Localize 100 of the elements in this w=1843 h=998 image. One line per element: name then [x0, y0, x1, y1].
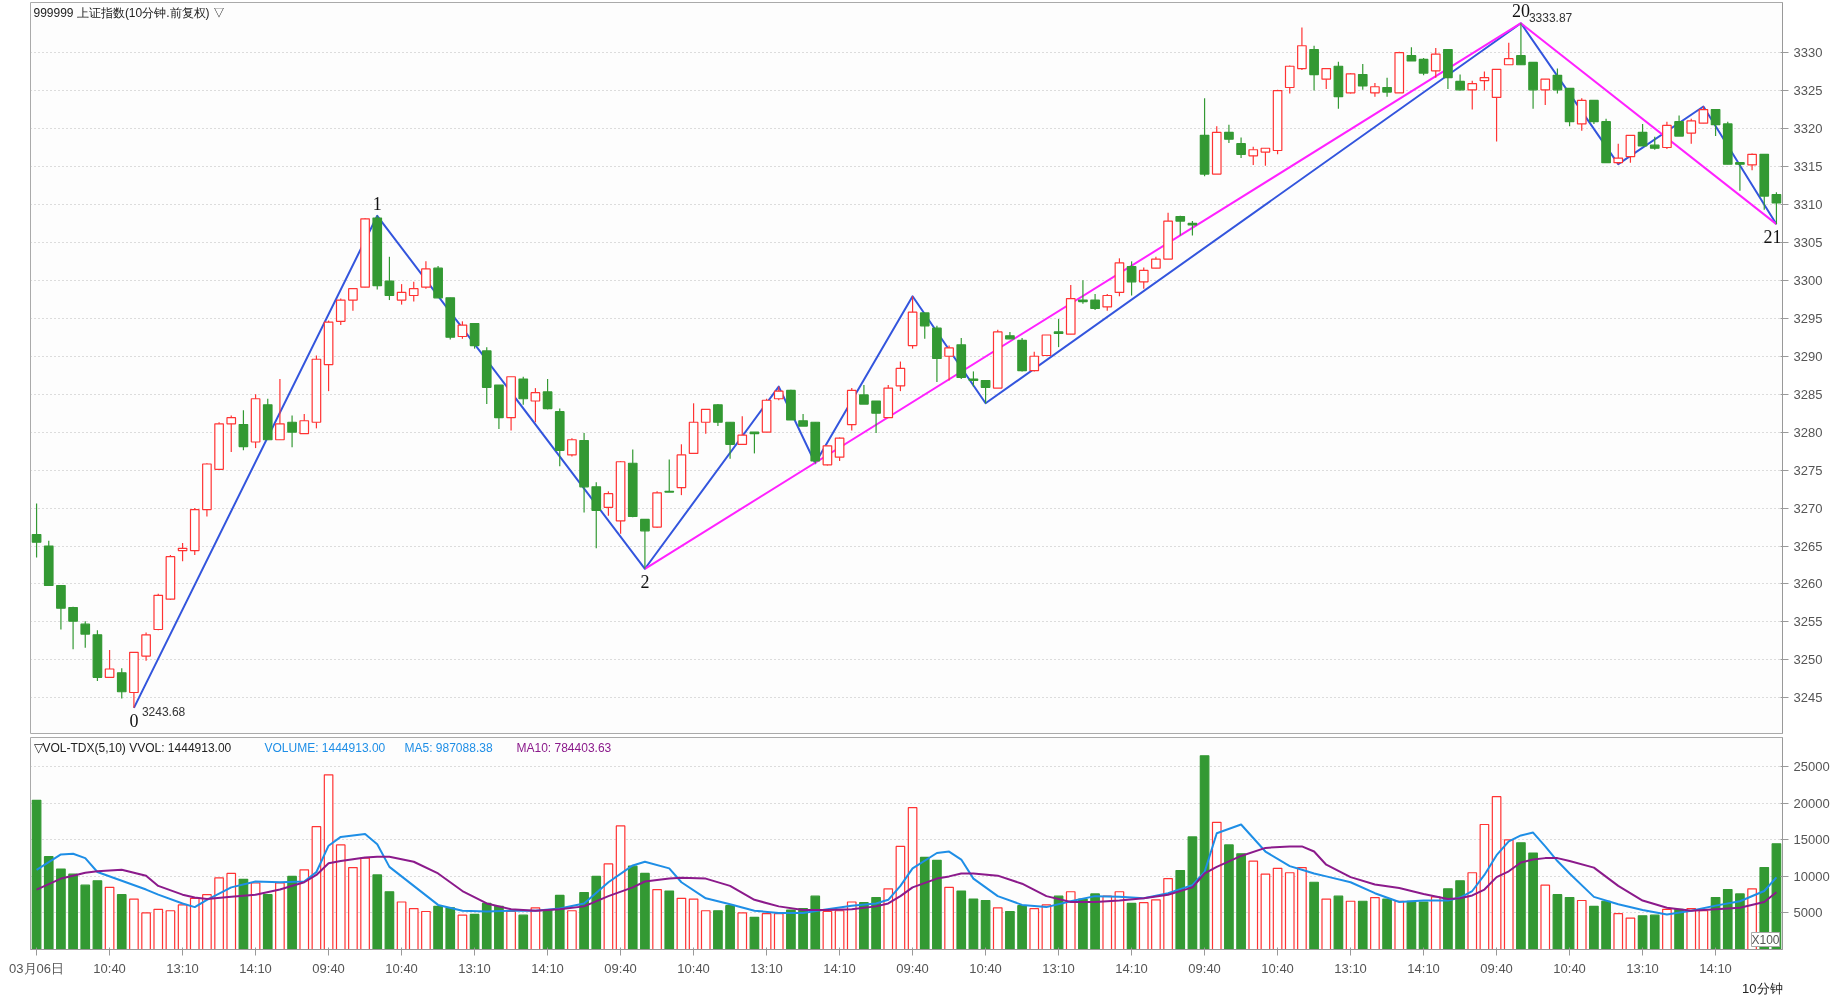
bar: [445, 907, 456, 950]
candlestick: [919, 312, 930, 340]
bar: [883, 888, 894, 950]
bar: [348, 867, 358, 950]
bar: [1248, 860, 1259, 950]
bar: [1163, 877, 1173, 950]
bar: [1090, 893, 1100, 950]
bar: [1357, 900, 1368, 950]
candlestick: [822, 445, 833, 467]
candlestick: [895, 360, 906, 392]
bar: [1686, 907, 1697, 950]
candlestick: [859, 384, 869, 405]
bar: [189, 897, 200, 950]
candlestick: [664, 458, 675, 493]
bar: [579, 891, 589, 950]
x-tick-label: 09:40: [312, 960, 345, 976]
bar: [1126, 902, 1137, 950]
candlestick: [1382, 77, 1392, 98]
annotation: 21: [1763, 227, 1782, 248]
bar: [287, 875, 297, 950]
bar: [299, 869, 310, 950]
bar: [944, 886, 954, 950]
bar: [822, 910, 833, 950]
bar: [1224, 844, 1234, 950]
bar: [1211, 821, 1222, 950]
bar: [786, 909, 796, 950]
annotation: 1: [372, 193, 382, 214]
bar: [1503, 839, 1514, 950]
candlestick: [834, 436, 845, 462]
annotation: 0: [129, 710, 139, 731]
bar: [384, 891, 395, 950]
bar: [1576, 899, 1587, 950]
y-tick-label: 3255: [1793, 614, 1823, 630]
x-tick-label: 14:10: [823, 960, 856, 976]
y-tick-label: 3275: [1793, 462, 1823, 478]
candlestick: [1540, 78, 1551, 106]
bar: [1138, 902, 1149, 950]
bar: [980, 899, 991, 950]
x-tick-label: 10:40: [93, 960, 126, 976]
bar: [1029, 907, 1040, 950]
bar: [640, 872, 650, 950]
candlestick: [1248, 146, 1259, 166]
x-tick-label: 13:10: [1334, 960, 1367, 976]
candlestick: [1589, 99, 1599, 125]
bar: [664, 890, 675, 950]
candlestick: [469, 322, 480, 350]
candlestick: [226, 414, 237, 453]
candlestick: [1710, 108, 1721, 137]
candlestick: [749, 431, 760, 454]
y-tick-label: 3325: [1793, 83, 1823, 99]
candlestick: [1284, 64, 1295, 95]
bar: [1625, 917, 1636, 950]
bar: [226, 872, 237, 950]
x-tick-label: 09:40: [896, 960, 929, 976]
text: 10分钟: [1742, 980, 1783, 996]
bar: [1601, 900, 1611, 950]
bar: [1297, 867, 1307, 950]
x-tick-label: 09:40: [1480, 960, 1513, 976]
bar: [1698, 910, 1709, 950]
bar: [1674, 908, 1684, 950]
bar: [506, 910, 516, 950]
bar: [749, 916, 760, 950]
candlestick: [725, 421, 735, 460]
bar: [1382, 898, 1392, 950]
x-tick-label: 09:40: [1188, 960, 1221, 976]
candlestick: [518, 376, 529, 406]
candlestick: [56, 584, 66, 631]
bar: [1430, 896, 1441, 950]
y-tick-label: 25000: [1793, 759, 1830, 775]
candlestick: [141, 631, 151, 662]
bar: [1516, 842, 1526, 950]
candlestick: [1321, 67, 1332, 90]
bar: [992, 907, 1003, 950]
bar: [591, 875, 602, 950]
bar: [1236, 853, 1246, 950]
bar: [1370, 897, 1380, 950]
bar: [798, 907, 808, 950]
x-tick-label: 14:10: [239, 960, 272, 976]
bar: [700, 910, 711, 950]
bar: [1418, 901, 1429, 950]
x-tick-label: 13:10: [458, 960, 491, 976]
y-tick-label: 3320: [1793, 121, 1823, 137]
y-tick-label: 3260: [1793, 576, 1823, 592]
bar: [177, 904, 188, 950]
x-tick-label: 10:40: [1553, 960, 1586, 976]
candlestick: [737, 415, 748, 445]
bar: [469, 913, 480, 950]
bar: [932, 859, 942, 950]
bar: [31, 799, 42, 950]
bar: [1552, 894, 1563, 950]
bar: [165, 910, 176, 950]
x-tick-label: 10:40: [385, 960, 418, 976]
bar: [1528, 852, 1538, 950]
bar: [43, 856, 54, 950]
candlestick: [603, 490, 614, 517]
annotation: 2: [640, 571, 650, 592]
y-tick-label: 5000: [1793, 905, 1823, 921]
candlestick: [421, 260, 431, 290]
candlestick: [1503, 42, 1514, 66]
x-tick-label: 10:40: [677, 960, 710, 976]
